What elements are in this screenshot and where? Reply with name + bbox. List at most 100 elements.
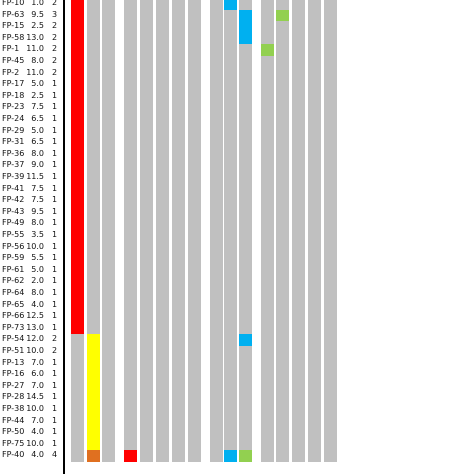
cell-red [71, 300, 84, 312]
cell-empty [276, 253, 289, 265]
cell-empty [71, 439, 84, 451]
cell-red [71, 230, 84, 242]
cell-empty [308, 323, 321, 335]
cell-empty [308, 44, 321, 56]
cell-empty [124, 369, 137, 381]
cell-red [71, 79, 84, 91]
cell-empty [172, 56, 185, 68]
cell-empty [308, 450, 321, 462]
cell-empty [140, 91, 153, 103]
row-id: FP-28 [2, 392, 25, 401]
cell-empty [324, 137, 337, 149]
cell-empty [210, 114, 223, 126]
cell-empty [140, 450, 153, 462]
cell-empty [210, 230, 223, 242]
cell-empty [124, 300, 137, 312]
cell-empty [124, 68, 137, 80]
cell-empty [324, 358, 337, 370]
cell-empty [188, 323, 201, 335]
cell-empty [292, 56, 305, 68]
cell-empty [71, 358, 84, 370]
row-value: 5.0 [31, 265, 44, 274]
cell-empty [156, 276, 169, 288]
cell-red [71, 276, 84, 288]
cell-empty [292, 276, 305, 288]
cell-empty [276, 300, 289, 312]
cell-empty [188, 381, 201, 393]
cell-empty [276, 56, 289, 68]
cell-empty [239, 102, 252, 114]
cell-empty [292, 207, 305, 219]
cell-empty [224, 44, 237, 56]
cell-red [71, 195, 84, 207]
cell-empty [188, 439, 201, 451]
cell-empty [87, 21, 100, 33]
cell-empty [124, 334, 137, 346]
cell-empty [102, 288, 115, 300]
row-id: FP-10 [2, 0, 25, 7]
cell-empty [261, 427, 274, 439]
cell-empty [172, 253, 185, 265]
cell-empty [102, 126, 115, 138]
cell-empty [324, 439, 337, 451]
cell-empty [261, 276, 274, 288]
cell-empty [156, 33, 169, 45]
cell-empty [140, 149, 153, 161]
cell-empty [292, 0, 305, 10]
cell-empty [210, 300, 223, 312]
cell-empty [124, 392, 137, 404]
cell-empty [124, 416, 137, 428]
cell-empty [156, 311, 169, 323]
cell-empty [224, 10, 237, 22]
cell-empty [172, 265, 185, 277]
cell-empty [140, 288, 153, 300]
cell-empty [71, 392, 84, 404]
cell-empty [239, 56, 252, 68]
cell-empty [124, 33, 137, 45]
cell-empty [324, 369, 337, 381]
cell-empty [156, 265, 169, 277]
cell-empty [308, 404, 321, 416]
cell-empty [261, 207, 274, 219]
cell-empty [324, 404, 337, 416]
row-id: FP-1 [2, 44, 20, 53]
cell-empty [87, 79, 100, 91]
cell-blue [224, 0, 237, 10]
row-count: 1 [52, 242, 58, 251]
row-id: FP-56 [2, 242, 25, 251]
row-id: FP-59 [2, 253, 25, 262]
row-id: FP-31 [2, 137, 25, 146]
row-count: 1 [52, 149, 58, 158]
cell-empty [210, 68, 223, 80]
row-value: 8.0 [31, 288, 44, 297]
cell-empty [292, 91, 305, 103]
row-id: FP-27 [2, 381, 25, 390]
cell-empty [210, 253, 223, 265]
row-count: 1 [52, 276, 58, 285]
cell-empty [71, 427, 84, 439]
cell-empty [308, 33, 321, 45]
cell-empty [124, 381, 137, 393]
cell-empty [156, 218, 169, 230]
cell-empty [156, 172, 169, 184]
row-id: FP-63 [2, 10, 25, 19]
cell-empty [276, 369, 289, 381]
cell-empty [102, 0, 115, 10]
cell-empty [140, 392, 153, 404]
cell-empty [261, 311, 274, 323]
cell-empty [172, 381, 185, 393]
cell-empty [239, 160, 252, 172]
cell-empty [172, 207, 185, 219]
cell-empty [324, 79, 337, 91]
cell-empty [140, 253, 153, 265]
cell-empty [102, 323, 115, 335]
cell-empty [239, 68, 252, 80]
cell-empty [292, 10, 305, 22]
cell-empty [239, 184, 252, 196]
cell-empty [124, 44, 137, 56]
cell-empty [292, 68, 305, 80]
cell-empty [224, 184, 237, 196]
cell-empty [102, 114, 115, 126]
cell-empty [308, 346, 321, 358]
cell-empty [87, 276, 100, 288]
